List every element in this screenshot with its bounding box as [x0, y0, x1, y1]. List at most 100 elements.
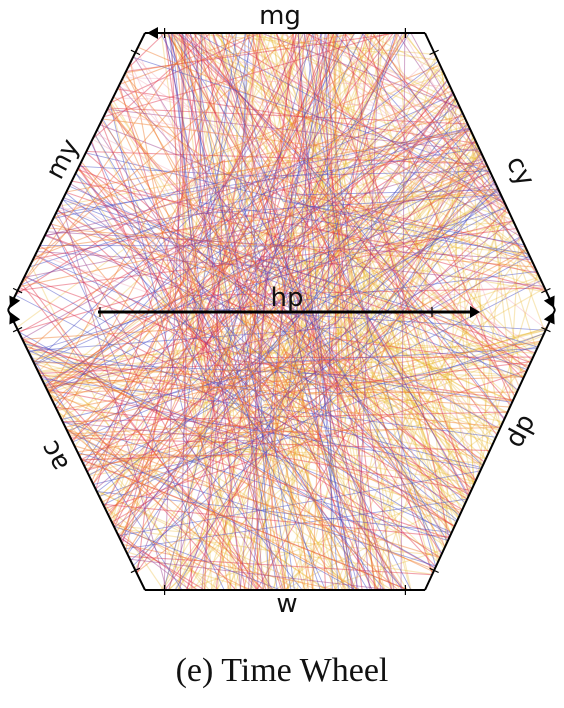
polyline-5-22: [386, 32, 520, 388]
polyline-4-27: [70, 139, 476, 328]
polyline-0-188: [350, 32, 501, 428]
polyline-4-33: [133, 55, 268, 591]
polyline-1-9: [71, 32, 338, 442]
polyline-2-87: [48, 165, 488, 393]
polyline-0-64: [444, 109, 462, 547]
axis-tick-ac-1: [12, 326, 23, 333]
polyline-4-2: [194, 32, 242, 591]
polyline-0-41: [198, 434, 456, 591]
polyline-2-54: [103, 419, 295, 591]
polyline-5-15: [302, 32, 520, 233]
polyline-0-94: [48, 393, 256, 591]
polyline-0-30: [178, 32, 445, 164]
polyline-2-15: [130, 180, 495, 561]
polyline-2-71: [75, 172, 405, 591]
polyline-1-22: [71, 180, 538, 274]
polyline-5-23: [136, 49, 484, 376]
polyline-0-54: [395, 32, 448, 544]
polyline-1-109: [86, 417, 275, 591]
polyline-3-23: [48, 32, 251, 394]
polyline-3-4: [107, 107, 385, 591]
polyline-2-33: [27, 349, 452, 533]
polyline-0-180: [285, 260, 533, 591]
polyline-3-3: [122, 78, 517, 394]
polyline-0-167: [455, 99, 538, 351]
axis-label-cy: cy: [500, 151, 540, 191]
polyline-1-91: [92, 32, 291, 485]
polyline-1-103: [55, 32, 339, 438]
axis-tick-dp-1: [429, 567, 439, 574]
polyline-0-114: [315, 32, 473, 490]
polyline-0-163: [283, 494, 470, 591]
polyline-0-116: [251, 32, 470, 129]
polyline-2-76: [43, 103, 459, 385]
polyline-0-135: [285, 32, 487, 461]
polyline-2-73: [34, 254, 539, 395]
polyline-5-12: [225, 32, 515, 224]
polyline-0-113: [268, 32, 465, 119]
polyline-4-9: [174, 32, 521, 237]
polyline-1-17: [126, 32, 166, 70]
polyline-4-36: [410, 32, 508, 209]
polyline-0-72: [238, 75, 525, 378]
polyline-5-17: [105, 111, 507, 208]
polyline-2-3: [239, 32, 448, 542]
polyline-0-95: [275, 32, 482, 296]
polyline-3-43: [66, 115, 465, 193]
polyline-4-37: [107, 108, 481, 152]
polyline-3-42: [50, 223, 305, 591]
polyline-3-57: [46, 388, 434, 573]
polyline-0-98: [257, 63, 475, 485]
polyline-1-94: [50, 222, 258, 591]
polyline-3-54: [125, 32, 359, 74]
polyline-4-15: [46, 90, 453, 389]
polyline-1-67: [118, 84, 267, 591]
polyline-0-187: [114, 527, 433, 575]
polyline-5-27: [133, 55, 469, 257]
polyline-1-59: [21, 337, 436, 569]
polyline-4-35: [24, 183, 497, 278]
polyline-2-51: [77, 451, 437, 567]
polyline-2-57: [171, 32, 466, 504]
polyline-0-110: [305, 145, 479, 591]
polyline-1-93: [112, 32, 271, 526]
polyline-0-200: [404, 32, 464, 114]
polyline-0-214: [96, 491, 165, 591]
axis-tick-my-0: [12, 287, 23, 294]
polyline-4-5: [46, 231, 532, 261]
polyline-0-13: [307, 32, 377, 591]
hexagon-edge-cy: [424, 32, 556, 311]
polyline-0-145: [225, 146, 479, 591]
polyline-1-15: [80, 458, 409, 591]
polyline-4-8: [396, 32, 486, 162]
polyline-0-19: [185, 32, 286, 591]
polyline-2-47: [63, 197, 538, 348]
polyline-4-0: [113, 219, 514, 528]
polyline-3-65: [74, 445, 441, 559]
polyline-2-59: [361, 32, 505, 202]
polyline-3-30: [47, 164, 488, 392]
polyline-3-19: [19, 32, 237, 288]
polyline-0-227: [38, 343, 286, 591]
polyline-2-6: [118, 470, 481, 537]
polyline-2-41: [96, 348, 538, 493]
polyline-2-68: [62, 198, 530, 402]
polyline-0-0: [111, 32, 233, 524]
polyline-3-40: [125, 32, 317, 460]
polyline-2-40: [180, 32, 505, 420]
polyline-4-13: [44, 127, 470, 237]
polyline-4-18: [95, 299, 353, 591]
polyline-0-164: [365, 32, 445, 75]
polyline-0-190: [508, 234, 520, 410]
polyline-0-4: [96, 490, 318, 591]
polyline-0-217: [109, 32, 338, 519]
polyline-0-210: [352, 32, 381, 591]
polyline-5-11: [163, 32, 481, 153]
polyline-1-68: [316, 32, 471, 495]
polyline-0-70: [232, 221, 514, 519]
polyline-5-16: [364, 32, 524, 244]
polyline-0-62: [160, 97, 457, 591]
polyline-0-77: [343, 32, 445, 549]
polyline-0-121: [59, 163, 278, 591]
polyline-0-125: [184, 32, 436, 55]
